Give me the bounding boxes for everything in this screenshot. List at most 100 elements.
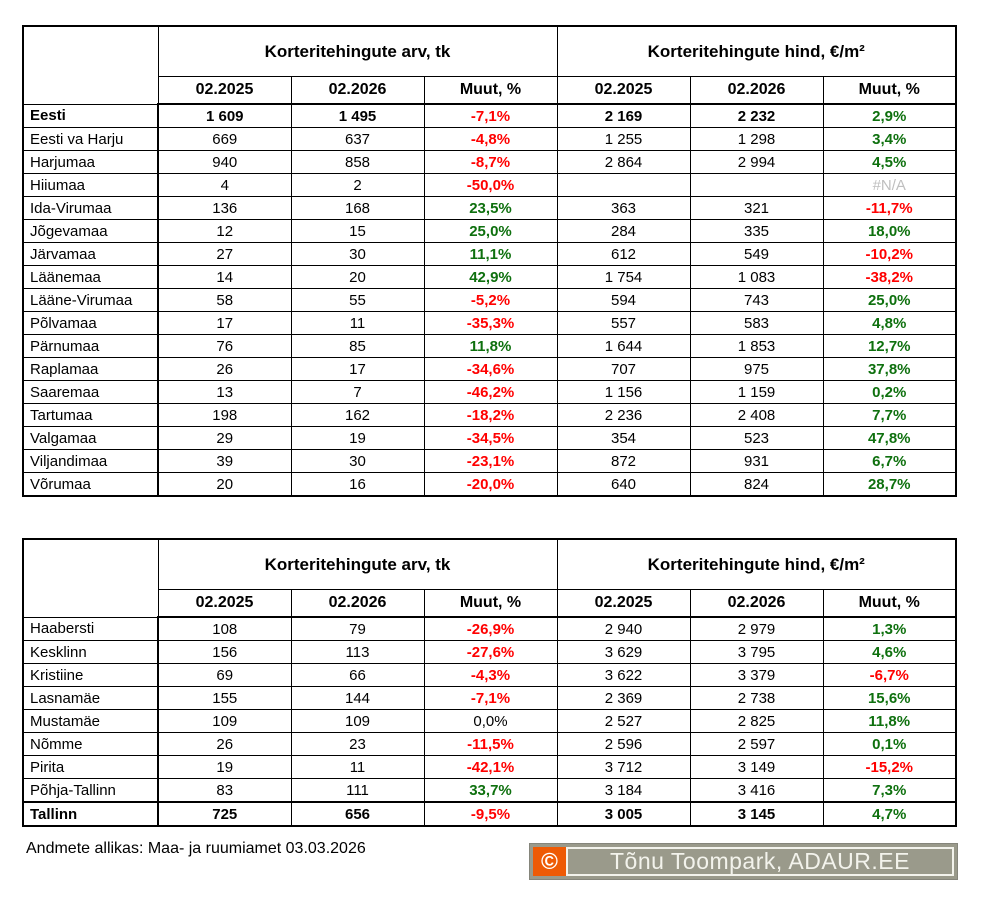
row-label: Tartumaa <box>22 403 159 427</box>
value-cell: 155 <box>157 686 292 710</box>
value-cell: 872 <box>556 449 691 473</box>
value-cell: 29 <box>157 426 292 450</box>
value-cell: 1 644 <box>556 334 691 358</box>
table-row: Põlvamaa 17 11 -35,3% 557 583 4,8% <box>22 311 957 335</box>
value-cell: 1 156 <box>556 380 691 404</box>
value-cell: 2 527 <box>556 709 691 733</box>
value-cell: 743 <box>689 288 824 312</box>
corner-cell <box>22 25 159 105</box>
change-percent-cell: 47,8% <box>822 426 957 450</box>
value-cell: 26 <box>157 357 292 381</box>
value-cell: 2 864 <box>556 150 691 174</box>
row-label: Eesti va Harju <box>22 127 159 151</box>
value-cell: 669 <box>157 127 292 151</box>
period-header-row: 02.2025 02.2026 Muut, % 02.2025 02.2026 … <box>23 589 957 618</box>
period-header-row: 02.2025 02.2026 Muut, % 02.2025 02.2026 … <box>23 76 957 105</box>
value-cell: 707 <box>556 357 691 381</box>
value-cell: 13 <box>157 380 292 404</box>
value-cell: 1 853 <box>689 334 824 358</box>
row-label: Valgamaa <box>22 426 159 450</box>
column-header-arv-2026: 02.2026 <box>290 76 425 105</box>
value-cell: 3 416 <box>689 778 824 803</box>
value-cell: 26 <box>157 732 292 756</box>
value-cell: 2 994 <box>689 150 824 174</box>
value-cell: 55 <box>290 288 425 312</box>
value-cell: 20 <box>290 265 425 289</box>
row-label: Lääne-Virumaa <box>22 288 159 312</box>
value-cell: 3 795 <box>689 640 824 664</box>
column-header-arv-2026: 02.2026 <box>290 589 425 618</box>
value-cell: 354 <box>556 426 691 450</box>
change-percent-cell: -34,5% <box>423 426 558 450</box>
table-row: Tartumaa 198 162 -18,2% 2 236 2 408 7,7% <box>22 403 957 427</box>
table-row: Mustamäe 109 109 0,0% 2 527 2 825 11,8% <box>22 709 957 733</box>
column-header-hind-2025: 02.2025 <box>556 76 691 105</box>
value-cell: 2 825 <box>689 709 824 733</box>
value-cell: 3 149 <box>689 755 824 779</box>
column-header-hind-muut: Muut, % <box>822 589 957 618</box>
value-cell: 725 <box>157 801 292 827</box>
change-percent-cell: 1,3% <box>822 616 957 641</box>
value-cell: 58 <box>157 288 292 312</box>
table-row: Saaremaa 13 7 -46,2% 1 156 1 159 0,2% <box>22 380 957 404</box>
value-cell: 1 298 <box>689 127 824 151</box>
table-row: Lasnamäe 155 144 -7,1% 2 369 2 738 15,6% <box>22 686 957 710</box>
table-row: Järvamaa 27 30 11,1% 612 549 -10,2% <box>22 242 957 266</box>
change-percent-cell: -34,6% <box>423 357 558 381</box>
change-percent-cell: 4,7% <box>822 801 957 827</box>
change-percent-cell: 0,2% <box>822 380 957 404</box>
change-percent-cell: -11,7% <box>822 196 957 220</box>
change-percent-cell: 15,6% <box>822 686 957 710</box>
column-header-arv-2025: 02.2025 <box>157 589 292 618</box>
value-cell: 66 <box>290 663 425 687</box>
row-label: Põlvamaa <box>22 311 159 335</box>
value-cell: 612 <box>556 242 691 266</box>
change-percent-cell: 12,7% <box>822 334 957 358</box>
change-percent-cell: -15,2% <box>822 755 957 779</box>
change-percent-cell: 11,8% <box>423 334 558 358</box>
row-label: Järvamaa <box>22 242 159 266</box>
change-percent-cell: -10,2% <box>822 242 957 266</box>
tallinn-districts-table: Korteritehingute arv, tk Korteritehingut… <box>22 538 957 827</box>
value-cell: 1 609 <box>157 103 292 128</box>
value-cell: 109 <box>157 709 292 733</box>
change-percent-cell: 37,8% <box>822 357 957 381</box>
change-percent-cell: -11,5% <box>423 732 558 756</box>
value-cell: 335 <box>689 219 824 243</box>
change-percent-cell: -8,7% <box>423 150 558 174</box>
value-cell: 19 <box>157 755 292 779</box>
change-percent-cell: 18,0% <box>822 219 957 243</box>
value-cell: 3 145 <box>689 801 824 827</box>
change-percent-cell: -4,3% <box>423 663 558 687</box>
row-label: Võrumaa <box>22 472 159 497</box>
value-cell: 3 379 <box>689 663 824 687</box>
watermark-text: Tõnu Toompark, ADAUR.EE <box>566 847 954 876</box>
section-title-hind: Korteritehingute hind, €/m² <box>556 538 957 590</box>
row-label: Hiiumaa <box>22 173 159 197</box>
change-percent-cell: 33,7% <box>423 778 558 803</box>
value-cell: 23 <box>290 732 425 756</box>
table-row: Läänemaa 14 20 42,9% 1 754 1 083 -38,2% <box>22 265 957 289</box>
table-row: Tallinn 725 656 -9,5% 3 005 3 145 4,7% <box>22 801 957 827</box>
value-cell: 2 369 <box>556 686 691 710</box>
value-cell: 2 979 <box>689 616 824 641</box>
value-cell: 594 <box>556 288 691 312</box>
table-row: Kesklinn 156 113 -27,6% 3 629 3 795 4,6% <box>22 640 957 664</box>
change-percent-cell: -26,9% <box>423 616 558 641</box>
row-label: Tallinn <box>22 801 159 827</box>
table-row: Hiiumaa 4 2 -50,0% #N/A <box>22 173 957 197</box>
change-percent-cell: 7,3% <box>822 778 957 803</box>
change-percent-cell: 2,9% <box>822 103 957 128</box>
value-cell: 824 <box>689 472 824 497</box>
row-label: Harjumaa <box>22 150 159 174</box>
value-cell: 3 712 <box>556 755 691 779</box>
value-cell: 27 <box>157 242 292 266</box>
change-percent-cell: -42,1% <box>423 755 558 779</box>
change-percent-cell: 7,7% <box>822 403 957 427</box>
table-row: Pärnumaa 76 85 11,8% 1 644 1 853 12,7% <box>22 334 957 358</box>
value-cell: 3 184 <box>556 778 691 803</box>
change-percent-cell: -4,8% <box>423 127 558 151</box>
table-row: Raplamaa 26 17 -34,6% 707 975 37,8% <box>22 357 957 381</box>
value-cell: 85 <box>290 334 425 358</box>
